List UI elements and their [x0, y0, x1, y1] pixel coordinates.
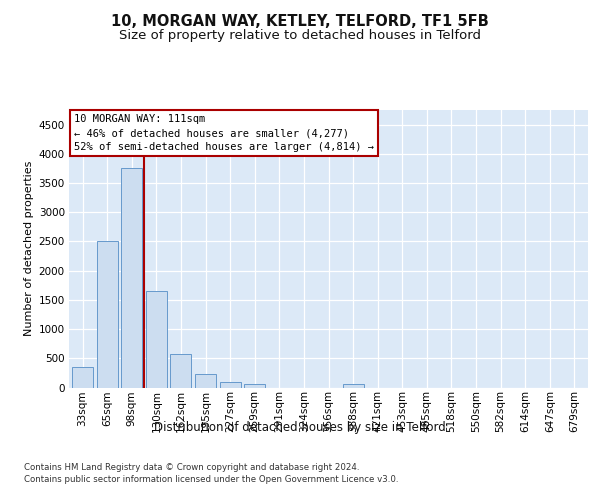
Text: Contains public sector information licensed under the Open Government Licence v3: Contains public sector information licen… — [24, 475, 398, 484]
Bar — [146, 291, 167, 388]
Text: 10 MORGAN WAY: 111sqm
← 46% of detached houses are smaller (4,277)
52% of semi-d: 10 MORGAN WAY: 111sqm ← 46% of detached … — [74, 114, 374, 152]
Text: Contains HM Land Registry data © Crown copyright and database right 2024.: Contains HM Land Registry data © Crown c… — [24, 462, 359, 471]
Text: Distribution of detached houses by size in Telford: Distribution of detached houses by size … — [154, 421, 446, 434]
Bar — [121, 168, 142, 388]
Bar — [170, 354, 191, 388]
Text: 10, MORGAN WAY, KETLEY, TELFORD, TF1 5FB: 10, MORGAN WAY, KETLEY, TELFORD, TF1 5FB — [111, 14, 489, 29]
Y-axis label: Number of detached properties: Number of detached properties — [25, 161, 34, 336]
Bar — [220, 382, 241, 388]
Bar — [195, 374, 216, 388]
Bar — [343, 384, 364, 388]
Text: Size of property relative to detached houses in Telford: Size of property relative to detached ho… — [119, 28, 481, 42]
Bar — [244, 384, 265, 388]
Bar — [72, 367, 93, 388]
Bar — [97, 242, 118, 388]
